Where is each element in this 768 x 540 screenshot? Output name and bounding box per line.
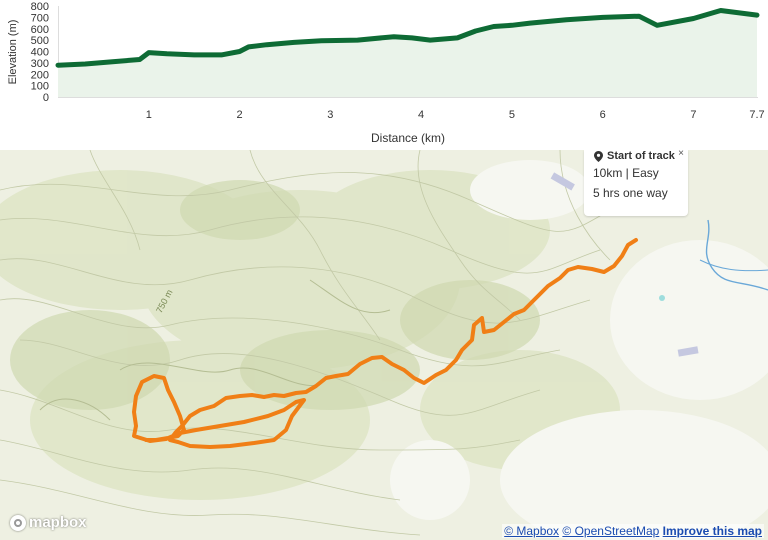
x-tick-label: 5 [509, 109, 515, 121]
y-tick-label: 100 [31, 81, 49, 93]
x-tick-label: 1 [146, 109, 152, 121]
y-tick-label: 400 [31, 47, 49, 59]
y-tick-label: 800 [31, 1, 49, 13]
x-tick-label: 2 [236, 109, 242, 121]
y-tick-label: 500 [31, 35, 49, 47]
elevation-line [55, 8, 760, 68]
x-tick-label: 7 [690, 109, 696, 121]
popup-distance-difficulty: 10km | Easy [593, 166, 659, 180]
y-tick-label: 300 [31, 58, 49, 70]
y-tick-label: 600 [31, 24, 49, 36]
y-tick-label: 200 [31, 69, 49, 81]
x-tick-label: 7.7 [749, 109, 764, 121]
popup-duration: 5 hrs one way [593, 186, 668, 200]
map-canvas[interactable] [0, 150, 768, 540]
openstreetmap-attribution-link[interactable]: © OpenStreetMap [562, 524, 660, 538]
hiking-track[interactable] [132, 238, 638, 449]
x-tick-label: 3 [327, 109, 333, 121]
improve-map-link[interactable]: Improve this map [662, 524, 762, 538]
y-tick-label: 700 [31, 12, 49, 24]
y-tick-label: 0 [43, 92, 49, 104]
topographic-map[interactable]: 750 m Start of track × 10km | Easy 5 hrs… [0, 150, 768, 540]
popup-title: Start of track [594, 150, 675, 162]
start-of-track-popup: Start of track × 10km | Easy 5 hrs one w… [584, 150, 688, 216]
y-axis-label: Elevation (m) [7, 20, 19, 85]
mapbox-logo-icon [10, 514, 26, 531]
mapbox-logo-text: mapbox [29, 514, 87, 531]
popup-title-text: Start of track [607, 150, 675, 162]
mapbox-logo[interactable]: mapbox [10, 514, 87, 531]
map-pin-icon [594, 150, 603, 162]
map-attribution: © Mapbox © OpenStreetMap Improve this ma… [502, 524, 764, 538]
x-axis: 1 2 3 4 5 6 7 7.7 [146, 109, 765, 121]
x-tick-label: 6 [600, 109, 606, 121]
x-axis-label: Distance (km) [371, 131, 445, 145]
mapbox-attribution-link[interactable]: © Mapbox [504, 524, 560, 538]
close-icon[interactable]: × [678, 150, 684, 159]
x-tick-label: 4 [418, 109, 424, 121]
elevation-area [58, 10, 757, 97]
